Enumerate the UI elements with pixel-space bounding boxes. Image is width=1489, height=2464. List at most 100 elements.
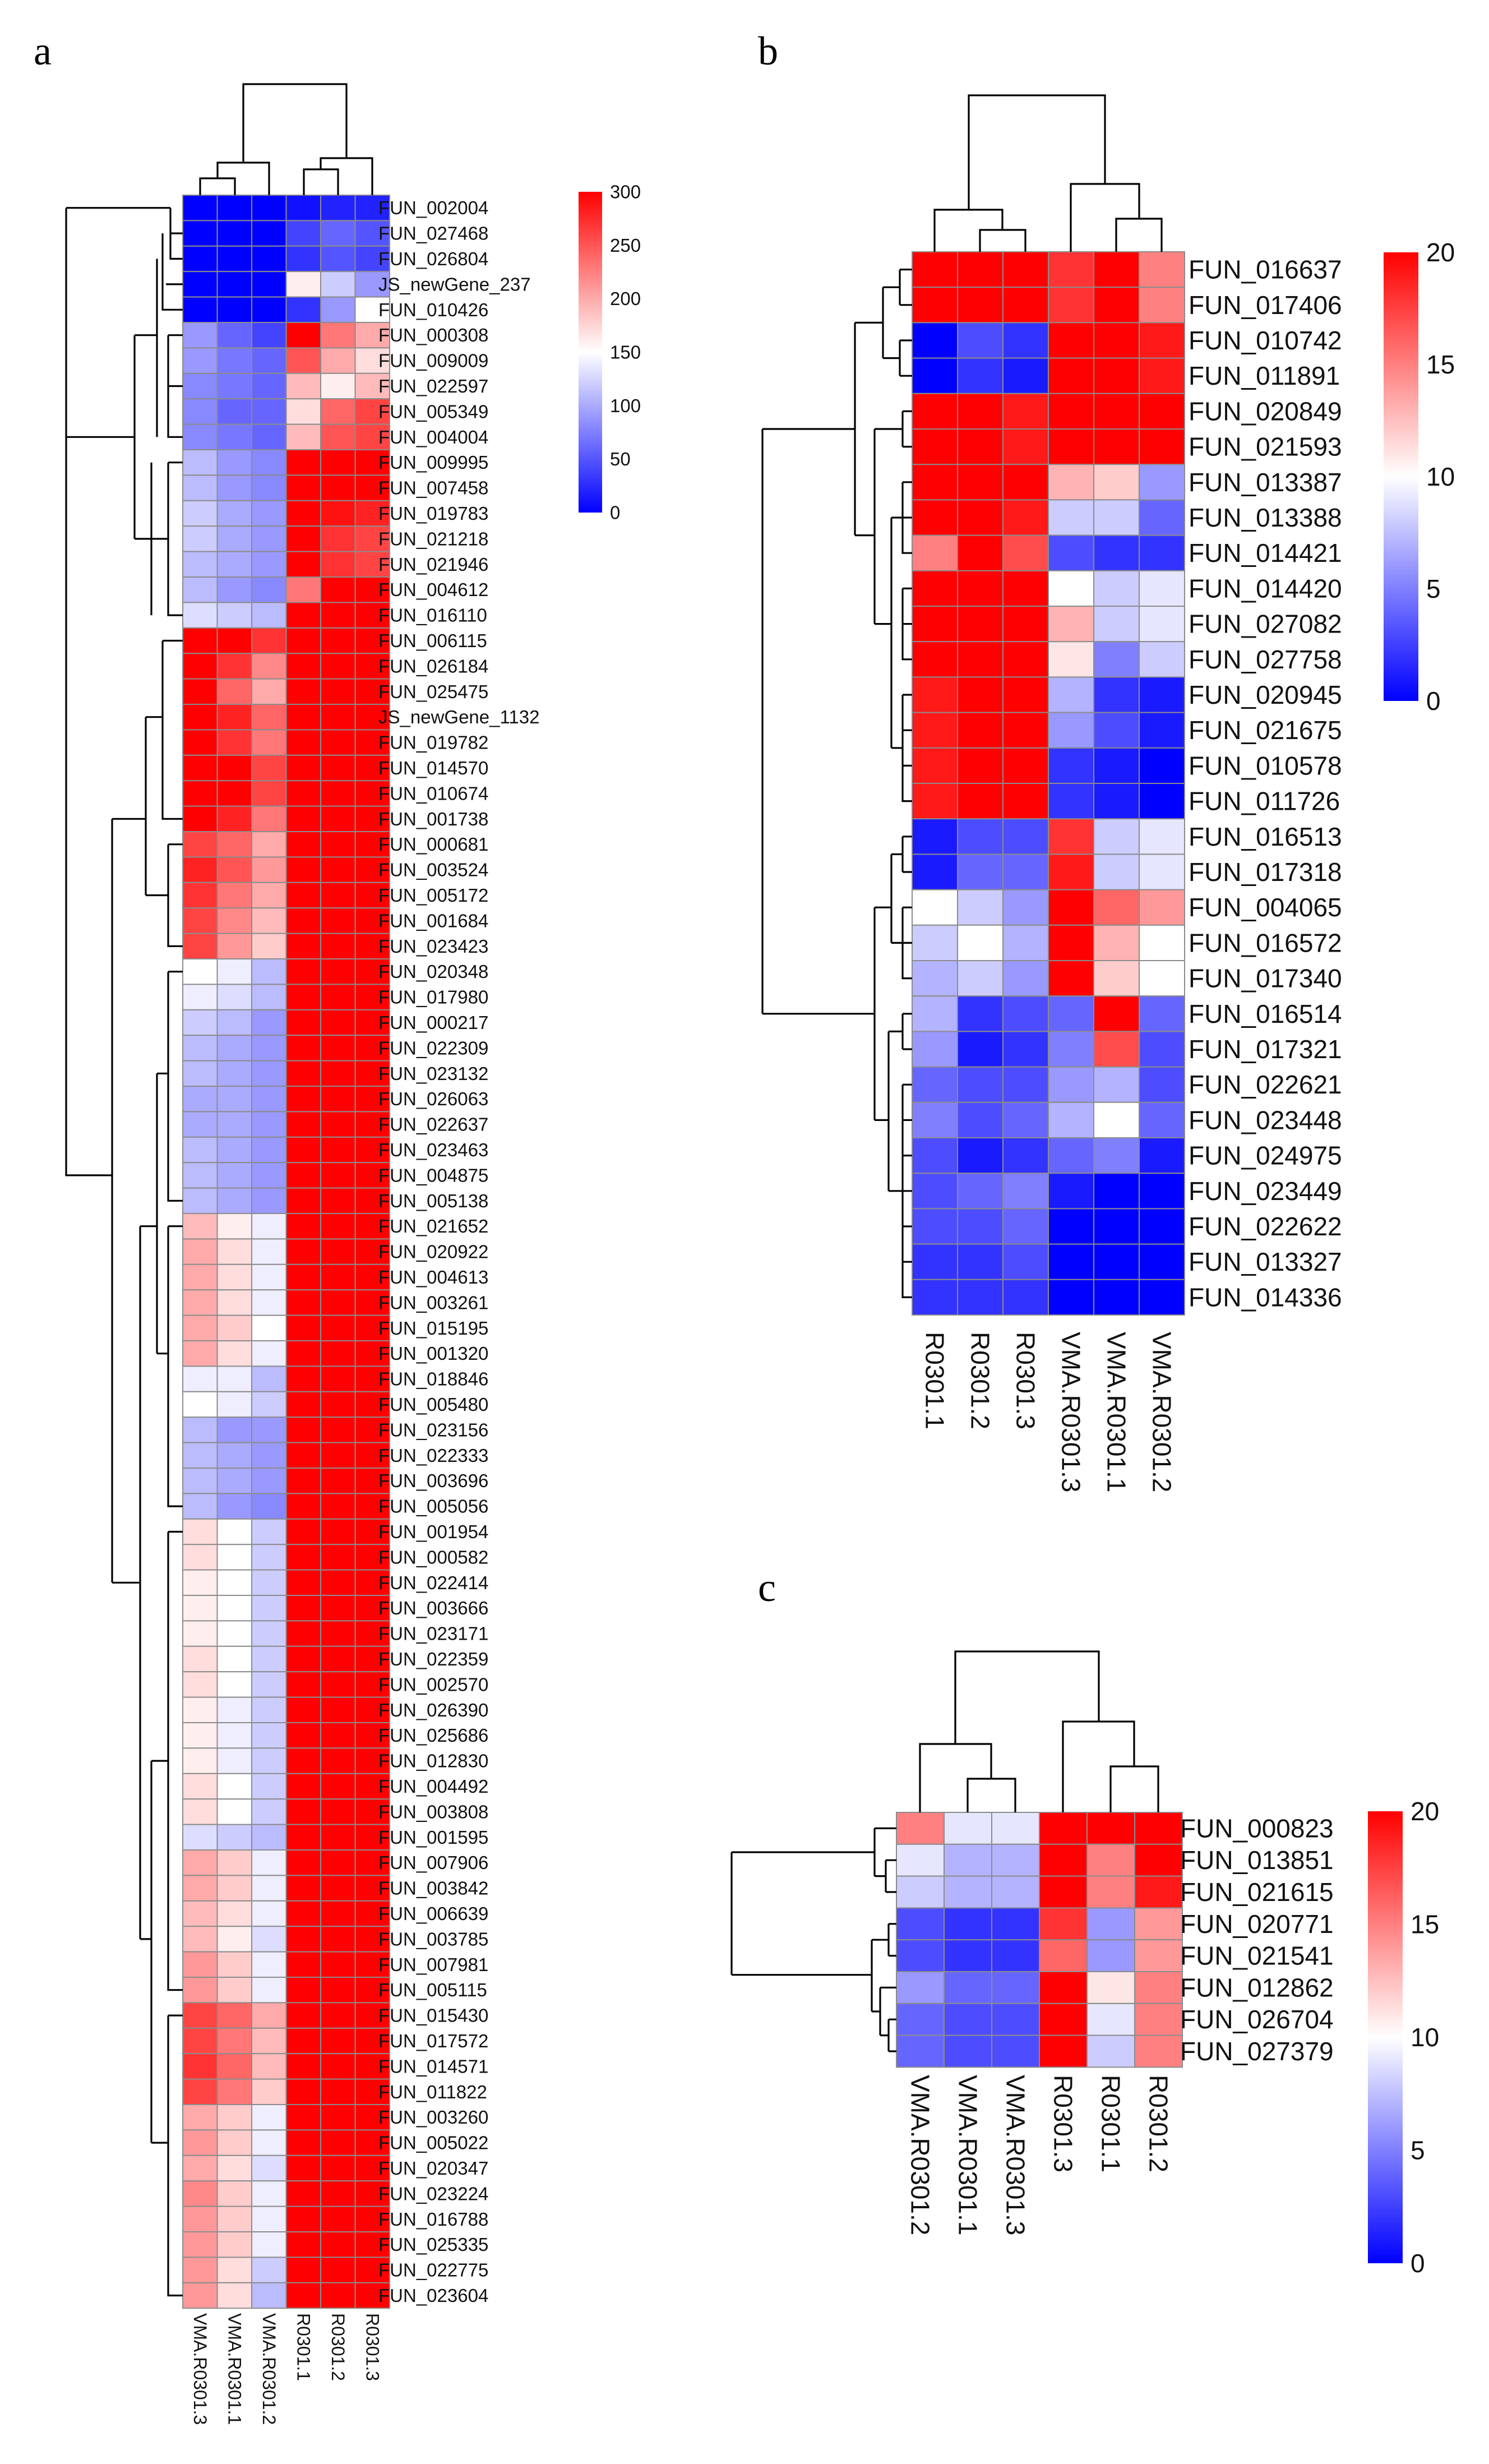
heatmap-b-cell — [1139, 1031, 1185, 1068]
heatmap-b-cell — [1139, 357, 1185, 394]
heatmap-b-row-label: FUN_014336 — [1189, 1282, 1342, 1312]
dendrogram-b-branch — [901, 694, 912, 802]
heatmap-b-legend-tick: 0 — [1426, 686, 1441, 716]
heatmap-a-cell — [320, 551, 356, 578]
heatmap-a-cell — [320, 1875, 356, 1902]
heatmap-b-cell — [1002, 853, 1049, 890]
heatmap-a-cell — [251, 1289, 287, 1316]
heatmap-a-cell — [251, 1875, 287, 1902]
heatmap-a-cell — [216, 907, 252, 934]
heatmap-a-cell — [182, 1951, 218, 1978]
heatmap-a-cell — [285, 1544, 321, 1571]
dendrogram-b-branch — [901, 587, 912, 661]
heatmap-a-cell — [251, 398, 287, 425]
heatmap-a-cell — [216, 2053, 252, 2080]
heatmap-b-cell — [957, 287, 1004, 324]
heatmap-a-cell — [182, 1009, 218, 1036]
heatmap-a-cell — [285, 423, 321, 450]
heatmap-b-cell — [912, 995, 958, 1032]
heatmap-a-row-label: FUN_005349 — [378, 401, 488, 422]
heatmap-a-cell — [251, 1468, 287, 1494]
heatmap-a-cell — [251, 2282, 287, 2309]
heatmap-a-cell — [182, 2154, 218, 2182]
heatmap-a-cell — [251, 1544, 287, 1571]
heatmap-a-cell — [182, 372, 218, 400]
heatmap-b-cell — [1139, 995, 1185, 1032]
heatmap-b-cell — [1093, 995, 1140, 1032]
heatmap-a-cell — [251, 1747, 287, 1774]
heatmap-b-cell — [912, 924, 958, 962]
heatmap-a-cell — [354, 1595, 390, 1622]
heatmap-b-cell — [1048, 287, 1094, 324]
heatmap-a-cell — [320, 2053, 356, 2080]
heatmap-a-cell — [216, 1009, 252, 1036]
heatmap-a-cell — [251, 1671, 287, 1698]
heatmap-a-row-label: FUN_022333 — [378, 1445, 488, 1466]
heatmap-a-cell — [216, 1162, 252, 1189]
heatmap-a-column-label: VMA.R0301.1 — [224, 2313, 244, 2425]
heatmap-b-cell — [1139, 712, 1185, 749]
heatmap-b-cell — [1002, 322, 1049, 359]
heatmap-b-cell — [1093, 960, 1140, 997]
heatmap-b-cell — [957, 889, 1004, 926]
dendrogram-b-branch — [887, 1030, 903, 1192]
heatmap-b-cell — [957, 1208, 1004, 1245]
heatmap-a-dendrograms — [65, 83, 373, 2297]
heatmap-a-cell — [285, 1977, 321, 2004]
heatmap-a-row-label: FUN_005480 — [378, 1394, 488, 1415]
heatmap-a-cell — [216, 398, 252, 425]
heatmap-a-cell — [216, 729, 252, 756]
heatmap-a-cell — [285, 2180, 321, 2207]
heatmap-a-cell — [216, 1416, 252, 1443]
heatmap-c-cell — [1134, 1907, 1183, 1941]
heatmap-a-cell — [182, 1824, 218, 1851]
heatmap-a-cell — [182, 1213, 218, 1240]
heatmap-a-cell — [354, 1009, 390, 1036]
heatmap-a-row-label: FUN_004612 — [378, 579, 488, 600]
heatmap-a-cell — [182, 551, 218, 578]
heatmap-c-cell — [991, 2002, 1040, 2036]
heatmap-a-cell — [320, 423, 356, 450]
heatmap-a-cell — [320, 2104, 356, 2131]
heatmap-a-cell — [320, 958, 356, 985]
heatmap-a-cell — [182, 500, 218, 527]
heatmap-a-cell — [182, 678, 218, 705]
heatmap-c-cell — [1039, 1843, 1088, 1877]
dendrogram-a-branch — [167, 334, 183, 438]
heatmap-b-cell — [1139, 889, 1185, 926]
heatmap-a-cell — [285, 1086, 321, 1113]
heatmap-b-cell — [912, 641, 958, 678]
heatmap-a-cell — [320, 1035, 356, 1062]
heatmap-a-cell — [216, 780, 252, 807]
heatmap-a-cell — [251, 1645, 287, 1673]
heatmap-b-cell — [1093, 606, 1140, 643]
heatmap-a-cell — [182, 1671, 218, 1698]
heatmap-b-cell — [1093, 1101, 1140, 1139]
heatmap-a-cell — [216, 1926, 252, 1953]
heatmap-a-cell — [251, 1009, 287, 1036]
heatmap-a-cell — [216, 1365, 252, 1392]
heatmap-b-cell — [957, 1279, 1004, 1316]
heatmap-a-cell — [251, 322, 287, 349]
heatmap-a-row-label: FUN_026063 — [378, 1088, 488, 1109]
heatmap-a-cell — [320, 1213, 356, 1240]
heatmap-a-cell — [251, 1314, 287, 1342]
heatmap-a-cell — [216, 1544, 252, 1571]
heatmap-a-cell — [320, 602, 356, 629]
dendrogram-a-branch — [167, 843, 183, 947]
heatmap-a-cell — [285, 704, 321, 731]
heatmap-b-cell — [1048, 1101, 1094, 1139]
heatmap-c-cell — [1134, 2034, 1183, 2068]
dendrogram-b-branch — [761, 428, 875, 1015]
heatmap-a-cell — [251, 1263, 287, 1291]
heatmap-c-cell — [1039, 1939, 1088, 1972]
heatmap-a-cell — [182, 576, 218, 603]
heatmap-b-cell — [1048, 818, 1094, 855]
heatmap-b-cell — [1139, 853, 1185, 890]
heatmap-b-cell — [1139, 747, 1185, 785]
heatmap-b-cell — [912, 499, 958, 536]
heatmap-a-cell — [216, 2154, 252, 2182]
heatmap-a-cell — [216, 1289, 252, 1316]
heatmap-a-cell — [251, 958, 287, 985]
panel-letter-b: b — [758, 29, 778, 73]
